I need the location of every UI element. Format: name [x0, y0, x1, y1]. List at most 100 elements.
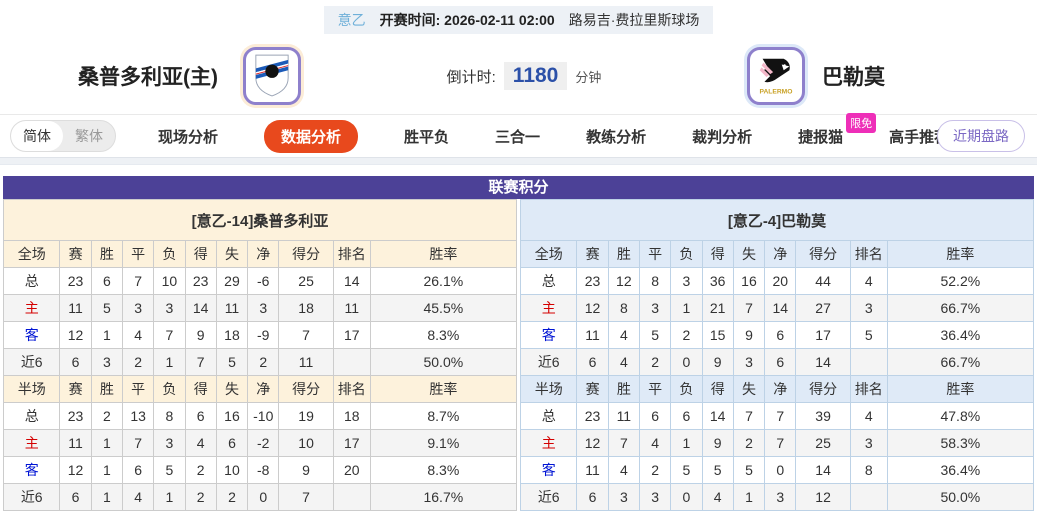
stat-cell: 4	[607, 456, 640, 484]
league-tag: 意乙	[337, 12, 366, 28]
stat-cell: 21	[701, 294, 734, 322]
away-team-logo: PALERMO	[744, 44, 808, 108]
nav-tab[interactable]: 数据分析	[264, 119, 359, 153]
stat-cell: 7	[153, 321, 186, 349]
away-table-team-header: [意乙-4]巴勒莫	[520, 199, 1034, 241]
kickoff-value: 2026-02-11 02:00	[444, 12, 555, 28]
nav-tab[interactable]: 胜平负	[404, 128, 450, 146]
column-header: 得	[184, 375, 217, 403]
stat-cell: 11	[576, 321, 609, 349]
column-header: 失	[215, 240, 249, 268]
nav-tab[interactable]: 裁判分析	[692, 128, 753, 146]
stat-cell: 5	[90, 294, 123, 322]
stat-cell: 6	[638, 402, 672, 430]
nav-tab[interactable]: 现场分析	[158, 128, 219, 146]
stats-row: 主 11 5 3 3 14 11 3 18 11 45.5%	[2, 294, 518, 322]
column-header: 排名	[332, 240, 371, 268]
column-header: 排名	[849, 240, 888, 268]
stat-cell: 10	[153, 267, 186, 295]
stat-cell: 3	[638, 294, 672, 322]
league-points-halves: [意乙-14]桑普多利亚 全场赛胜平负得失净得分 排名 胜率总 23 6 7 10 23 29-…	[2, 199, 1035, 511]
column-header: 全场	[2, 240, 61, 268]
stat-cell: 0	[670, 348, 703, 376]
stat-cell: 4	[121, 483, 155, 511]
stat-cell: 5	[732, 456, 766, 484]
stat-cell: 2	[732, 429, 766, 457]
column-header: 全场	[519, 240, 578, 268]
recent-odds-button[interactable]: 近期盘路	[937, 120, 1025, 152]
column-header: 负	[153, 375, 186, 403]
stat-cell: 3	[849, 429, 888, 457]
section-header-row: 半场赛胜平负得失净得分 排名 胜率	[2, 375, 518, 403]
row-label: 主	[2, 429, 61, 457]
stat-cell: 9	[732, 321, 766, 349]
row-label: 总	[2, 402, 61, 430]
stat-cell: 2	[247, 348, 280, 376]
stat-cell: 1	[670, 429, 703, 457]
column-header: 净	[247, 375, 280, 403]
lang-simplified[interactable]: 简体	[11, 121, 63, 151]
stat-cell: 12	[576, 429, 609, 457]
nav-tab[interactable]: 高手推荐	[889, 128, 950, 146]
nav-tab[interactable]: 三合一	[495, 128, 541, 146]
stat-cell: 6	[59, 483, 92, 511]
row-label: 总	[519, 267, 578, 295]
row-label: 客	[2, 456, 61, 484]
stat-cell: 25	[795, 429, 851, 457]
stat-cell: 6	[764, 321, 797, 349]
stat-cell: 0	[670, 483, 703, 511]
stats-row: 总 23 2 13 8 6 16 -10 19 18 8.7%	[2, 402, 518, 430]
stat-cell: 3	[153, 429, 186, 457]
stat-cell: 9	[701, 348, 734, 376]
stat-cell: 11	[59, 429, 92, 457]
stat-cell: 14	[795, 348, 851, 376]
stat-cell: 18	[215, 321, 249, 349]
column-header: 赛	[576, 375, 609, 403]
stats-row: 近6 6 4 2 0 9 3 6 14 66.7%	[519, 348, 1035, 376]
stat-cell: 3	[247, 294, 280, 322]
section-header-row: 全场赛胜平负得失净得分 排名 胜率	[519, 240, 1035, 268]
stat-cell: 12	[576, 294, 609, 322]
stat-cell: 15	[701, 321, 734, 349]
column-header: 赛	[59, 240, 92, 268]
column-header: 失	[732, 375, 766, 403]
column-header: 平	[638, 375, 672, 403]
stat-cell: 4	[849, 402, 888, 430]
away-stats-table: [意乙-4]巴勒莫 全场赛胜平负得失净得分 排名 胜率总 23 12 8 3 36 16 20 44…	[519, 199, 1035, 511]
stats-row: 总 23 6 7 10 23 29 -6 25 14 26.1%	[2, 267, 518, 295]
section-header-row: 半场赛胜平负得失净得分 排名 胜率	[519, 375, 1035, 403]
stat-cell: 3	[607, 483, 640, 511]
stat-cell: 23	[59, 402, 92, 430]
stats-row: 近6 6 1 4 1 2 2 0 7 16.7%	[2, 483, 518, 511]
stat-cell: 3	[732, 348, 766, 376]
stat-cell: 66.7%	[886, 348, 1035, 376]
nav-tab[interactable]: 教练分析	[586, 128, 647, 146]
stat-cell: 16.7%	[369, 483, 518, 511]
stat-cell	[849, 483, 888, 511]
language-toggle: 简体 繁体	[10, 120, 116, 152]
column-header: 胜	[607, 240, 640, 268]
league-points-title: 联赛积分	[3, 176, 1034, 199]
stat-cell: 7	[278, 321, 334, 349]
row-label: 主	[2, 294, 61, 322]
column-header: 得	[184, 240, 217, 268]
stat-cell: 8.3%	[369, 321, 518, 349]
stat-cell: 4	[849, 267, 888, 295]
stat-cell: 11	[59, 294, 92, 322]
countdown: 倒计时: 1180 分钟	[304, 62, 744, 90]
nav-tab[interactable]: 捷报猫 限免	[798, 112, 877, 147]
stat-cell: -10	[247, 402, 280, 430]
column-header: 负	[153, 240, 186, 268]
stat-cell: 4	[701, 483, 734, 511]
lang-traditional[interactable]: 繁体	[75, 128, 103, 144]
stat-cell: 2	[638, 348, 672, 376]
stat-cell: 17	[332, 321, 371, 349]
stat-cell	[332, 348, 371, 376]
stat-cell: 58.3%	[886, 429, 1035, 457]
stat-cell: 3	[849, 294, 888, 322]
stats-row: 近6 6 3 2 1 7 5 2 11 50.0%	[2, 348, 518, 376]
stat-cell: 39	[795, 402, 851, 430]
home-team-logo	[240, 44, 304, 108]
countdown-value: 1180	[503, 62, 568, 90]
stat-cell: 6	[764, 348, 797, 376]
